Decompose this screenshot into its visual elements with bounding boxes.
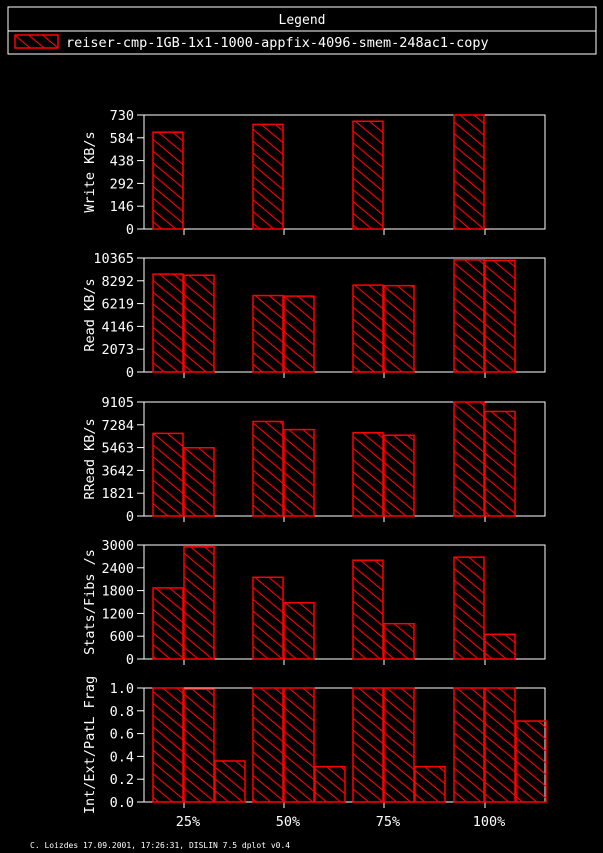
bar [152, 587, 184, 660]
chart-panel-1: 0 146 292 438 584 730 Write KB/s [82, 108, 546, 238]
y-axis-label: Read KB/s [82, 278, 98, 351]
bar [183, 447, 215, 517]
bar [252, 687, 284, 803]
bar [352, 120, 384, 230]
bar [453, 114, 485, 230]
y-tick-label: 1821 [101, 486, 134, 502]
y-tick-label: 0 [126, 365, 134, 381]
bar [484, 687, 516, 803]
bar [283, 295, 315, 373]
plot-frame [143, 544, 546, 660]
y-axis-label: RRead KB/s [82, 418, 98, 499]
bar [484, 410, 516, 517]
y-tick-label: 0 [126, 652, 134, 668]
chart-panels: 0 146 292 438 584 730 Write KB/s 0 2073 4146 6219 8… [82, 108, 547, 830]
bar [352, 431, 384, 517]
bar [252, 123, 284, 230]
y-tick-label: 3642 [101, 463, 134, 479]
bar [252, 294, 284, 373]
bar [484, 633, 516, 660]
y-tick-label: 7284 [101, 418, 134, 434]
y-tick-label: 0.8 [110, 704, 134, 720]
y-tick-label: 0 [126, 509, 134, 525]
y-tick-label: 0.0 [110, 795, 134, 811]
bar [252, 420, 284, 517]
y-tick-label: 584 [110, 131, 134, 147]
bar [352, 284, 384, 373]
bar [383, 687, 415, 803]
bar [183, 274, 215, 373]
bar [515, 720, 547, 803]
bar [352, 687, 384, 803]
y-tick-label: 292 [110, 176, 134, 192]
y-axis-label: Stats/Fibs /s [82, 549, 98, 655]
y-tick-label: 600 [110, 629, 134, 645]
y-tick-label: 1.0 [110, 681, 134, 697]
y-tick-label: 730 [110, 108, 134, 124]
bar [183, 688, 215, 803]
plot-frame [143, 401, 546, 517]
y-tick-label: 0.6 [110, 727, 134, 743]
legend: Legend reiser-cmp-1GB-1x1-1000-appfix-40… [7, 6, 597, 55]
y-axis-label: Write KB/s [82, 131, 98, 212]
y-tick-label: 0.2 [110, 772, 134, 788]
y-tick-label: 1200 [101, 606, 134, 622]
y-tick-label: 1800 [101, 584, 134, 600]
bar [414, 765, 446, 803]
bar [314, 765, 346, 803]
bar [383, 622, 415, 660]
legend-entry: reiser-cmp-1GB-1x1-1000-appfix-4096-smem… [66, 35, 489, 51]
y-tick-label: 438 [110, 154, 134, 170]
y-tick-label: 146 [110, 199, 134, 215]
y-tick-label: 8292 [101, 274, 134, 290]
plot-frame [143, 257, 546, 373]
bar [283, 602, 315, 660]
y-tick-label: 6219 [101, 297, 134, 313]
x-tick-label: 50% [276, 814, 300, 830]
bar [252, 576, 284, 660]
chart-panel-2: 0 2073 4146 6219 8292 10365 Read KB/s [82, 251, 546, 381]
x-tick-label: 75% [376, 814, 400, 830]
y-axis-label: Int/Ext/PatL Frag [82, 676, 98, 814]
x-tick-label: 100% [473, 814, 506, 830]
y-tick-label: 0.4 [110, 749, 134, 765]
bar [383, 434, 415, 517]
y-tick-label: 3000 [101, 538, 134, 554]
bar [152, 131, 184, 230]
bar [484, 259, 516, 373]
legend-swatch [14, 34, 59, 49]
bar [152, 687, 184, 803]
plot-frame [143, 114, 546, 230]
bar [383, 284, 415, 373]
bar [183, 546, 215, 660]
y-tick-label: 5463 [101, 441, 134, 457]
y-tick-label: 10365 [93, 251, 134, 267]
bar [152, 273, 184, 373]
footer-credit: C. Loizdes 17.09.2001, 17:26:31, DISLIN … [30, 841, 290, 850]
bar [453, 259, 485, 373]
x-tick-label: 25% [176, 814, 200, 830]
bar [283, 687, 315, 803]
bar [152, 432, 184, 517]
bar [283, 428, 315, 517]
legend-title: Legend [279, 13, 326, 28]
bar [453, 556, 485, 660]
y-tick-label: 4146 [101, 319, 134, 335]
chart-panel-5: 0.0 0.2 0.4 0.6 0.8 1.0 Int/Ext/PatL Frag 25% 50… [82, 676, 547, 830]
bar [352, 559, 384, 660]
bar [453, 687, 485, 803]
y-tick-label: 2073 [101, 342, 134, 358]
y-tick-label: 2400 [101, 561, 134, 577]
y-tick-label: 0 [126, 222, 134, 238]
bar [214, 760, 246, 803]
bar [453, 401, 485, 517]
y-tick-label: 9105 [101, 395, 134, 411]
